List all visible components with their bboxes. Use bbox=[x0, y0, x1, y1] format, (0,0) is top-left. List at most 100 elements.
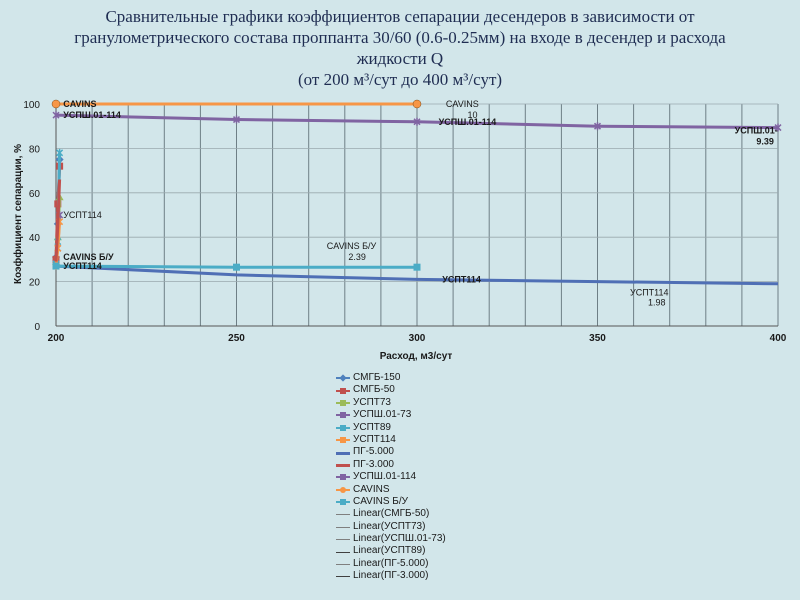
data-point bbox=[56, 148, 64, 157]
y-tick-label: 40 bbox=[29, 233, 41, 244]
grid-lines bbox=[55, 103, 779, 327]
data-point bbox=[233, 263, 240, 271]
legend-label: СМГБ-50 bbox=[353, 384, 395, 396]
y-tick-label: 0 bbox=[34, 322, 40, 333]
legend-label: УСПТ89 bbox=[353, 421, 391, 433]
data-label: 2.39 bbox=[348, 252, 366, 262]
legend-item: Linear(УСПТ89) bbox=[336, 545, 536, 557]
series-line bbox=[54, 179, 62, 262]
data-label: CAVINS bbox=[446, 99, 479, 109]
y-axis-label: Коэффициент сепарации, % bbox=[12, 144, 24, 284]
legend-swatch bbox=[336, 548, 350, 556]
y-tick-label: 60 bbox=[29, 189, 41, 200]
legend-item: СМГБ-150 bbox=[336, 372, 536, 384]
series-line bbox=[55, 264, 779, 286]
legend-swatch bbox=[336, 498, 350, 506]
data-point bbox=[52, 262, 60, 270]
x-tick-label: 400 bbox=[770, 333, 787, 344]
legend-item: Linear(УСПШ.01-73) bbox=[336, 533, 536, 545]
legend-item: Linear(ПГ-3.000) bbox=[336, 570, 536, 582]
legend-item: СМГБ-50 bbox=[336, 384, 536, 396]
legend-item: УСПТ89 bbox=[336, 422, 536, 434]
legend-label: УСПТ114 bbox=[353, 433, 396, 445]
legend-swatch bbox=[336, 399, 350, 407]
chart-title-line3: жидкости Q bbox=[356, 49, 444, 68]
legend-swatch bbox=[336, 473, 350, 481]
legend-label: Linear(УСПТ89) bbox=[353, 545, 426, 557]
data-label: CAVINS bbox=[63, 99, 96, 109]
legend-swatch bbox=[336, 560, 350, 568]
legend-label: CAVINS Б/У bbox=[353, 495, 408, 507]
legend-swatch bbox=[336, 411, 350, 419]
legend-swatch bbox=[336, 461, 350, 469]
legend-swatch bbox=[336, 535, 350, 543]
data-point bbox=[593, 122, 602, 131]
legend-swatch bbox=[336, 523, 350, 531]
legend-label: УСПШ.01-73 bbox=[353, 409, 412, 421]
legend-label: Linear(ПГ-5.000) bbox=[353, 557, 429, 569]
chart-title-line4: (от 200 м³/сут до 400 м³/сут) bbox=[297, 70, 503, 89]
legend-item: ПГ-5.000 bbox=[336, 446, 536, 458]
legend-label: СМГБ-150 bbox=[353, 372, 401, 383]
data-label: УСПШ.01- bbox=[735, 126, 778, 136]
x-tick-label: 350 bbox=[589, 333, 606, 344]
legend-swatch bbox=[336, 374, 350, 382]
legend-item: Linear(ПГ-5.000) bbox=[336, 558, 536, 570]
legend-swatch bbox=[336, 486, 350, 494]
series-layer bbox=[51, 99, 782, 286]
chart-title: Сравнительные графики коэффициентов сепа… bbox=[0, 6, 800, 90]
data-point bbox=[51, 99, 61, 109]
data-label: CAVINS Б/У bbox=[327, 241, 377, 251]
legend-item: УСПТ73 bbox=[336, 397, 536, 409]
x-axis-label: Расход, м3/сут bbox=[380, 351, 453, 362]
legend-item: ПГ-3.000 bbox=[336, 459, 536, 471]
legend-item: УСПШ.01-114 bbox=[336, 471, 536, 483]
legend-label: CAVINS bbox=[353, 483, 390, 495]
data-label: 9.39 bbox=[756, 137, 774, 147]
legend-label: Linear(ПГ-3.000) bbox=[353, 570, 429, 582]
data-point bbox=[774, 123, 782, 132]
x-tick-label: 300 bbox=[409, 333, 426, 344]
legend-label: ПГ-3.000 bbox=[353, 458, 394, 470]
legend-item: УСПШ.01-73 bbox=[336, 409, 536, 421]
legend-label: УСПШ.01-114 bbox=[353, 471, 417, 483]
legend-label: Linear(СМГБ-50) bbox=[353, 508, 430, 520]
legend-swatch bbox=[336, 572, 350, 580]
data-label: УСПТ114 bbox=[442, 274, 481, 284]
x-tick-label: 250 bbox=[228, 333, 245, 344]
legend-item: CAVINS bbox=[336, 484, 536, 496]
data-label: УСПШ.01-114 bbox=[439, 117, 497, 127]
legend-item: CAVINS Б/У bbox=[336, 496, 536, 508]
legend-swatch bbox=[336, 436, 350, 444]
y-tick-label: 80 bbox=[29, 144, 41, 155]
chart-legend: СМГБ-150 СМГБ-50 УСПТ73 УСПШ.01-73 УСПТ89 УСП… bbox=[336, 372, 536, 583]
legend-label: Linear(УСПТ73) bbox=[353, 520, 426, 532]
axes: 200 250 300 350 400 0 20 40 60 80 100 bbox=[23, 100, 786, 344]
legend-swatch bbox=[336, 510, 350, 518]
data-point bbox=[232, 115, 241, 124]
legend-item: УСПТ114 bbox=[336, 434, 536, 446]
legend-label: УСПТ73 bbox=[353, 396, 391, 408]
legend-label: ПГ-5.000 bbox=[353, 446, 394, 458]
data-point bbox=[412, 99, 422, 109]
legend-swatch bbox=[336, 424, 350, 432]
y-tick-label: 20 bbox=[29, 278, 41, 289]
legend-swatch bbox=[336, 387, 350, 395]
legend-swatch bbox=[336, 449, 350, 457]
x-tick-label: 200 bbox=[48, 333, 65, 344]
data-label: УСПТ114 bbox=[63, 210, 102, 220]
data-label: УСПШ.01-114 bbox=[63, 110, 121, 120]
data-label: 1.98 bbox=[648, 298, 666, 308]
legend-item: Linear(СМГБ-50) bbox=[336, 508, 536, 520]
chart-title-line1: Сравнительные графики коэффициентов сепа… bbox=[105, 7, 695, 26]
data-label: УСПТ114 bbox=[63, 261, 102, 271]
annotations-layer: CAVINSУСПШ.01-114CAVINS10УСПШ.01-114УСПШ… bbox=[63, 99, 778, 308]
y-tick-label: 100 bbox=[23, 100, 40, 111]
legend-label: Linear(УСПШ.01-73) bbox=[353, 533, 446, 545]
data-label: УСПТ114 bbox=[630, 288, 669, 298]
data-label: 10 bbox=[468, 110, 478, 120]
data-point bbox=[413, 117, 421, 126]
legend-item: Linear(УСПТ73) bbox=[336, 521, 536, 533]
data-label: CAVINS Б/У bbox=[63, 252, 114, 262]
